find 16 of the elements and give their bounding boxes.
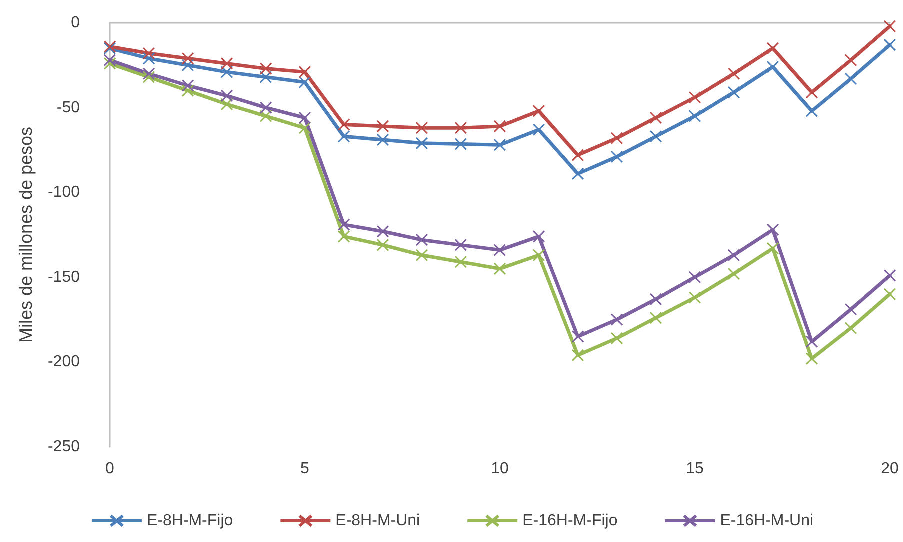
x-tick-label: 5 xyxy=(300,460,310,478)
y-axis-title: Miles de millones de pesos xyxy=(16,126,36,344)
x-tick-label: 0 xyxy=(106,460,115,478)
x-tick-label: 15 xyxy=(686,460,704,478)
y-tick-label: -100 xyxy=(48,184,80,202)
y-tick-label: -150 xyxy=(48,268,80,286)
legend-label: E-16H-M-Fijo xyxy=(522,512,618,530)
y-tick-label: -200 xyxy=(48,354,80,371)
y-tick-label: 0 xyxy=(71,14,80,32)
x-tick-label: 20 xyxy=(881,460,899,478)
y-tick-label: -250 xyxy=(48,438,80,456)
y-tick-label: -50 xyxy=(56,99,80,116)
legend-label: E-16H-M-Uni xyxy=(720,512,814,530)
legend-label: E-8H-M-Fijo xyxy=(146,512,234,530)
x-tick-label: 10 xyxy=(491,460,509,478)
legend-label: E-8H-M-Uni xyxy=(336,512,420,530)
